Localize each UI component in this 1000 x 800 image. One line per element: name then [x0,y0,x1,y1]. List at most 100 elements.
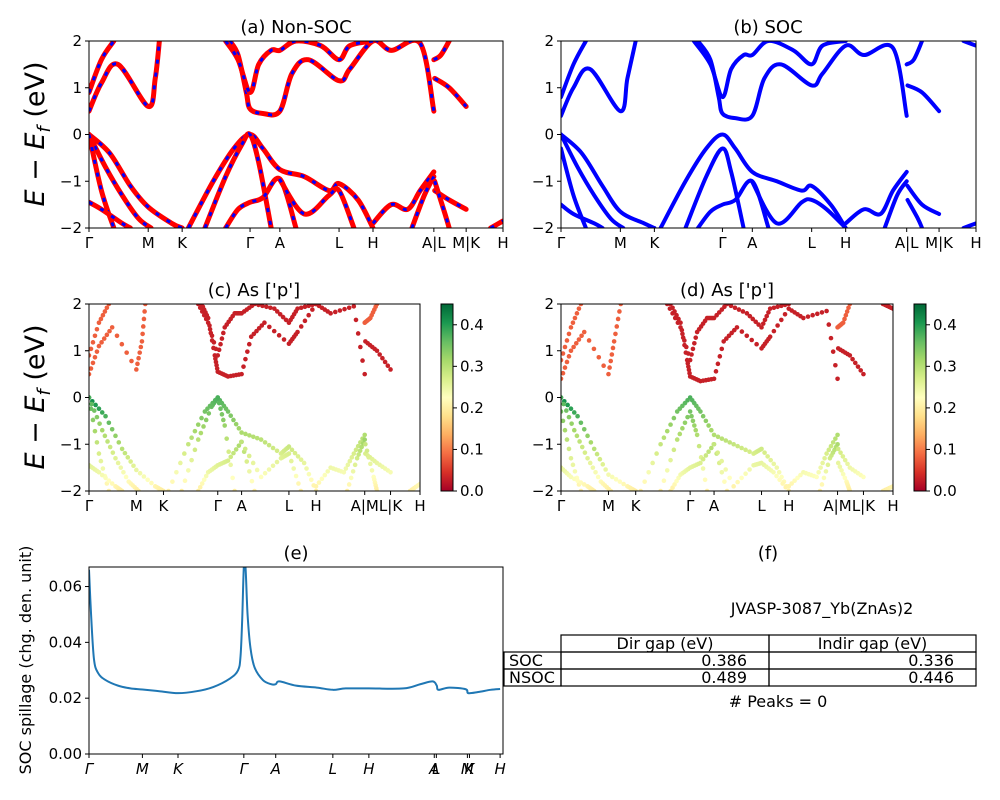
band-point [858,368,864,373]
band-point [842,316,847,322]
band-point [382,359,388,365]
band-point [119,341,125,347]
panel-e-ylabel: SOC spillage (chg. den. unit) [16,546,35,775]
band-point [122,450,128,456]
band-point [170,479,175,484]
band-point [343,466,349,471]
panel-e-ytick-label: 0.06 [49,578,82,596]
panel-a-frame [88,40,504,229]
band-point [246,341,252,347]
band-point [661,478,667,484]
panel-a-ytick-label: 0 [72,126,82,144]
panel-b-ytick-label: −1 [532,172,554,190]
band-point [100,312,106,318]
band-point [274,448,280,454]
band-point [182,451,187,456]
band-line-vb1 [561,132,657,228]
band-point [771,305,777,311]
band-line-vb5 [185,131,376,228]
band-point [717,354,723,359]
band-point [218,341,223,347]
band-point [689,413,694,419]
panel-c-ytick-label: 2 [72,295,82,313]
band-point [203,473,209,479]
panel-a-ytick-label: 1 [72,79,82,97]
band-point [694,432,700,438]
table-value: 0.446 [908,668,954,687]
panel-d-xtick-label: M [602,497,615,515]
band-point [711,432,717,438]
band-point [576,306,582,311]
band-point [724,304,730,307]
band-line-cb4 [223,41,376,95]
table-value: 0.336 [908,651,954,670]
band-point [192,447,198,453]
band-point [417,481,420,487]
band-point [835,432,840,438]
band-line-vb5 [658,132,848,228]
band-point [233,421,239,427]
panel-d-xtick-label: L|K [852,497,876,515]
band-point [298,305,304,311]
band-point [562,365,568,370]
band-point [618,304,624,307]
panel-d-xtick-label: Γ [557,497,566,515]
panel-a-xtick-label: M|K [452,234,481,252]
band-point [96,320,102,326]
band-point [270,463,276,469]
panel-a-xtick-label: K [177,234,188,252]
band-point [274,309,280,314]
band-point [572,469,578,474]
band-point [360,358,365,363]
band-point [106,478,112,484]
panel-e-xtick-label: A [428,760,439,778]
band-point [664,468,670,473]
band-point [93,402,98,408]
band-point [301,460,307,466]
band-point [692,340,697,346]
colorbar-tick-label: 0.2 [460,399,484,417]
band-point [325,469,331,474]
band-point [298,457,304,462]
band-point [304,466,309,471]
panel-e-xtick-label: K [173,760,184,778]
band-point [610,345,616,351]
band-point [198,430,204,436]
panel-a-ytick-label: −1 [60,172,82,190]
band-point [98,316,104,322]
band-point [346,305,352,311]
band-point [582,450,588,455]
band-point [732,305,738,311]
band-point [704,488,710,491]
band-point [736,307,742,312]
band-point [561,370,566,376]
band-point [709,445,714,451]
panel-e-xtick-label: H [494,760,505,778]
band-line-overlay-vb1 [89,133,183,228]
band-point [820,460,825,466]
band-line-cb5 [432,75,469,109]
band-point [109,481,115,486]
band-point [308,477,314,483]
band-point [106,488,112,491]
band-point [638,488,643,491]
band-point [89,395,92,400]
band-point [743,471,748,477]
panel-c-ylabel: E − Ef (eV) [20,325,55,470]
band-point [608,488,614,491]
band-point [596,354,602,360]
band-point [138,344,144,350]
band-point [731,484,736,489]
band-point [606,371,611,377]
band-point [358,344,363,350]
band-point [564,359,570,365]
band-point [310,304,315,308]
panel-e-xtick-label: Γ [240,760,250,778]
band-point [218,406,223,412]
band-point [739,329,745,334]
band-point [174,470,179,475]
band-point [744,311,750,316]
band-point [274,459,280,465]
band-point [715,434,721,440]
